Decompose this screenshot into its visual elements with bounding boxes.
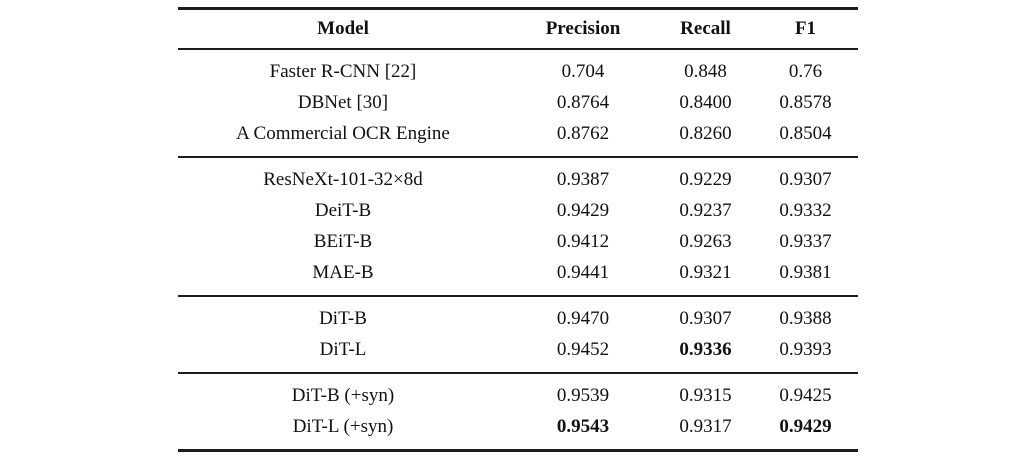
recall-cell: 0.9321 <box>679 261 732 283</box>
model-cell: DiT-B (+syn) <box>291 384 395 406</box>
f1-cell: 0.76 <box>788 60 823 82</box>
f1-cell: 0.9381 <box>779 261 832 283</box>
model-cell: DiT-L <box>319 338 367 360</box>
model-cell: BEiT-B <box>313 230 373 252</box>
precision-cell: 0.9429 <box>556 199 610 221</box>
column-header-f1: F1 <box>794 18 817 39</box>
f1-cell: 0.9388 <box>779 307 832 329</box>
table-row: DiT-B (+syn) 0.9539 0.9315 0.9425 <box>178 380 858 411</box>
precision-cell: 0.9387 <box>556 168 610 190</box>
recall-cell: 0.8260 <box>679 122 732 144</box>
precision-cell: 0.9412 <box>556 230 610 252</box>
precision-cell: 0.9539 <box>556 384 610 406</box>
table-row: Faster R-CNN [22] 0.704 0.848 0.76 <box>178 56 858 87</box>
model-cell: DeiT-B <box>314 199 372 221</box>
recall-cell: 0.9315 <box>679 384 732 406</box>
recall-cell: 0.9263 <box>679 230 732 252</box>
table-row: DiT-L 0.9452 0.9336 0.9393 <box>178 334 858 365</box>
table-row: DiT-B 0.9470 0.9307 0.9388 <box>178 303 858 334</box>
f1-cell: 0.9307 <box>779 168 832 190</box>
recall-cell: 0.9307 <box>679 307 732 329</box>
column-header-precision: Precision <box>545 18 621 39</box>
f1-cell: 0.8504 <box>779 122 832 144</box>
table-row: A Commercial OCR Engine 0.8762 0.8260 0.… <box>178 118 858 149</box>
model-cell: DiT-L (+syn) <box>292 415 394 437</box>
model-cell: MAE-B <box>312 261 374 283</box>
precision-cell: 0.9441 <box>556 261 610 283</box>
recall-cell: 0.9229 <box>679 168 732 190</box>
column-header-model: Model <box>317 18 369 39</box>
recall-cell: 0.8400 <box>679 91 732 113</box>
model-cell: ResNeXt-101-32×8d <box>263 168 423 190</box>
table-row: DiT-L (+syn) 0.9543 0.9317 0.9429 <box>178 411 858 442</box>
recall-cell: 0.848 <box>684 60 727 82</box>
f1-cell: 0.9425 <box>779 384 832 406</box>
f1-cell: 0.9429 <box>779 415 832 437</box>
table-row: ResNeXt-101-32×8d 0.9387 0.9229 0.9307 <box>178 164 858 195</box>
recall-cell: 0.9237 <box>679 199 732 221</box>
recall-cell: 0.9317 <box>679 415 732 437</box>
precision-cell: 0.8762 <box>556 122 610 144</box>
precision-cell: 0.8764 <box>556 91 610 113</box>
precision-cell: 0.9470 <box>556 307 610 329</box>
precision-cell: 0.9452 <box>556 338 610 360</box>
column-header-recall: Recall <box>680 18 731 39</box>
recall-cell: 0.9336 <box>679 338 732 360</box>
f1-cell: 0.8578 <box>779 91 832 113</box>
table-row: DeiT-B 0.9429 0.9237 0.9332 <box>178 195 858 226</box>
table-row: DBNet [30] 0.8764 0.8400 0.8578 <box>178 87 858 118</box>
precision-cell: 0.9543 <box>556 415 610 437</box>
table-group-dit: DiT-B 0.9470 0.9307 0.9388 DiT-L 0.9452 … <box>178 295 858 372</box>
table-group-baselines: Faster R-CNN [22] 0.704 0.848 0.76 DBNet… <box>178 48 858 156</box>
table-group-dit-syn: DiT-B (+syn) 0.9539 0.9315 0.9425 DiT-L … <box>178 372 858 449</box>
model-cell: DiT-B <box>319 307 367 329</box>
f1-cell: 0.9337 <box>779 230 832 252</box>
table-row: MAE-B 0.9441 0.9321 0.9381 <box>178 257 858 288</box>
precision-cell: 0.704 <box>561 60 605 82</box>
model-cell: DBNet [30] <box>297 91 389 113</box>
results-table: Model Precision Recall F1 Faster R-CNN [… <box>178 7 858 452</box>
f1-cell: 0.9332 <box>779 199 832 221</box>
table-group-backbones: ResNeXt-101-32×8d 0.9387 0.9229 0.9307 D… <box>178 156 858 295</box>
f1-cell: 0.9393 <box>779 338 832 360</box>
table-header-row: Model Precision Recall F1 <box>178 10 858 48</box>
table-row: BEiT-B 0.9412 0.9263 0.9337 <box>178 226 858 257</box>
model-cell: Faster R-CNN [22] <box>269 60 417 82</box>
model-cell: A Commercial OCR Engine <box>236 122 450 144</box>
